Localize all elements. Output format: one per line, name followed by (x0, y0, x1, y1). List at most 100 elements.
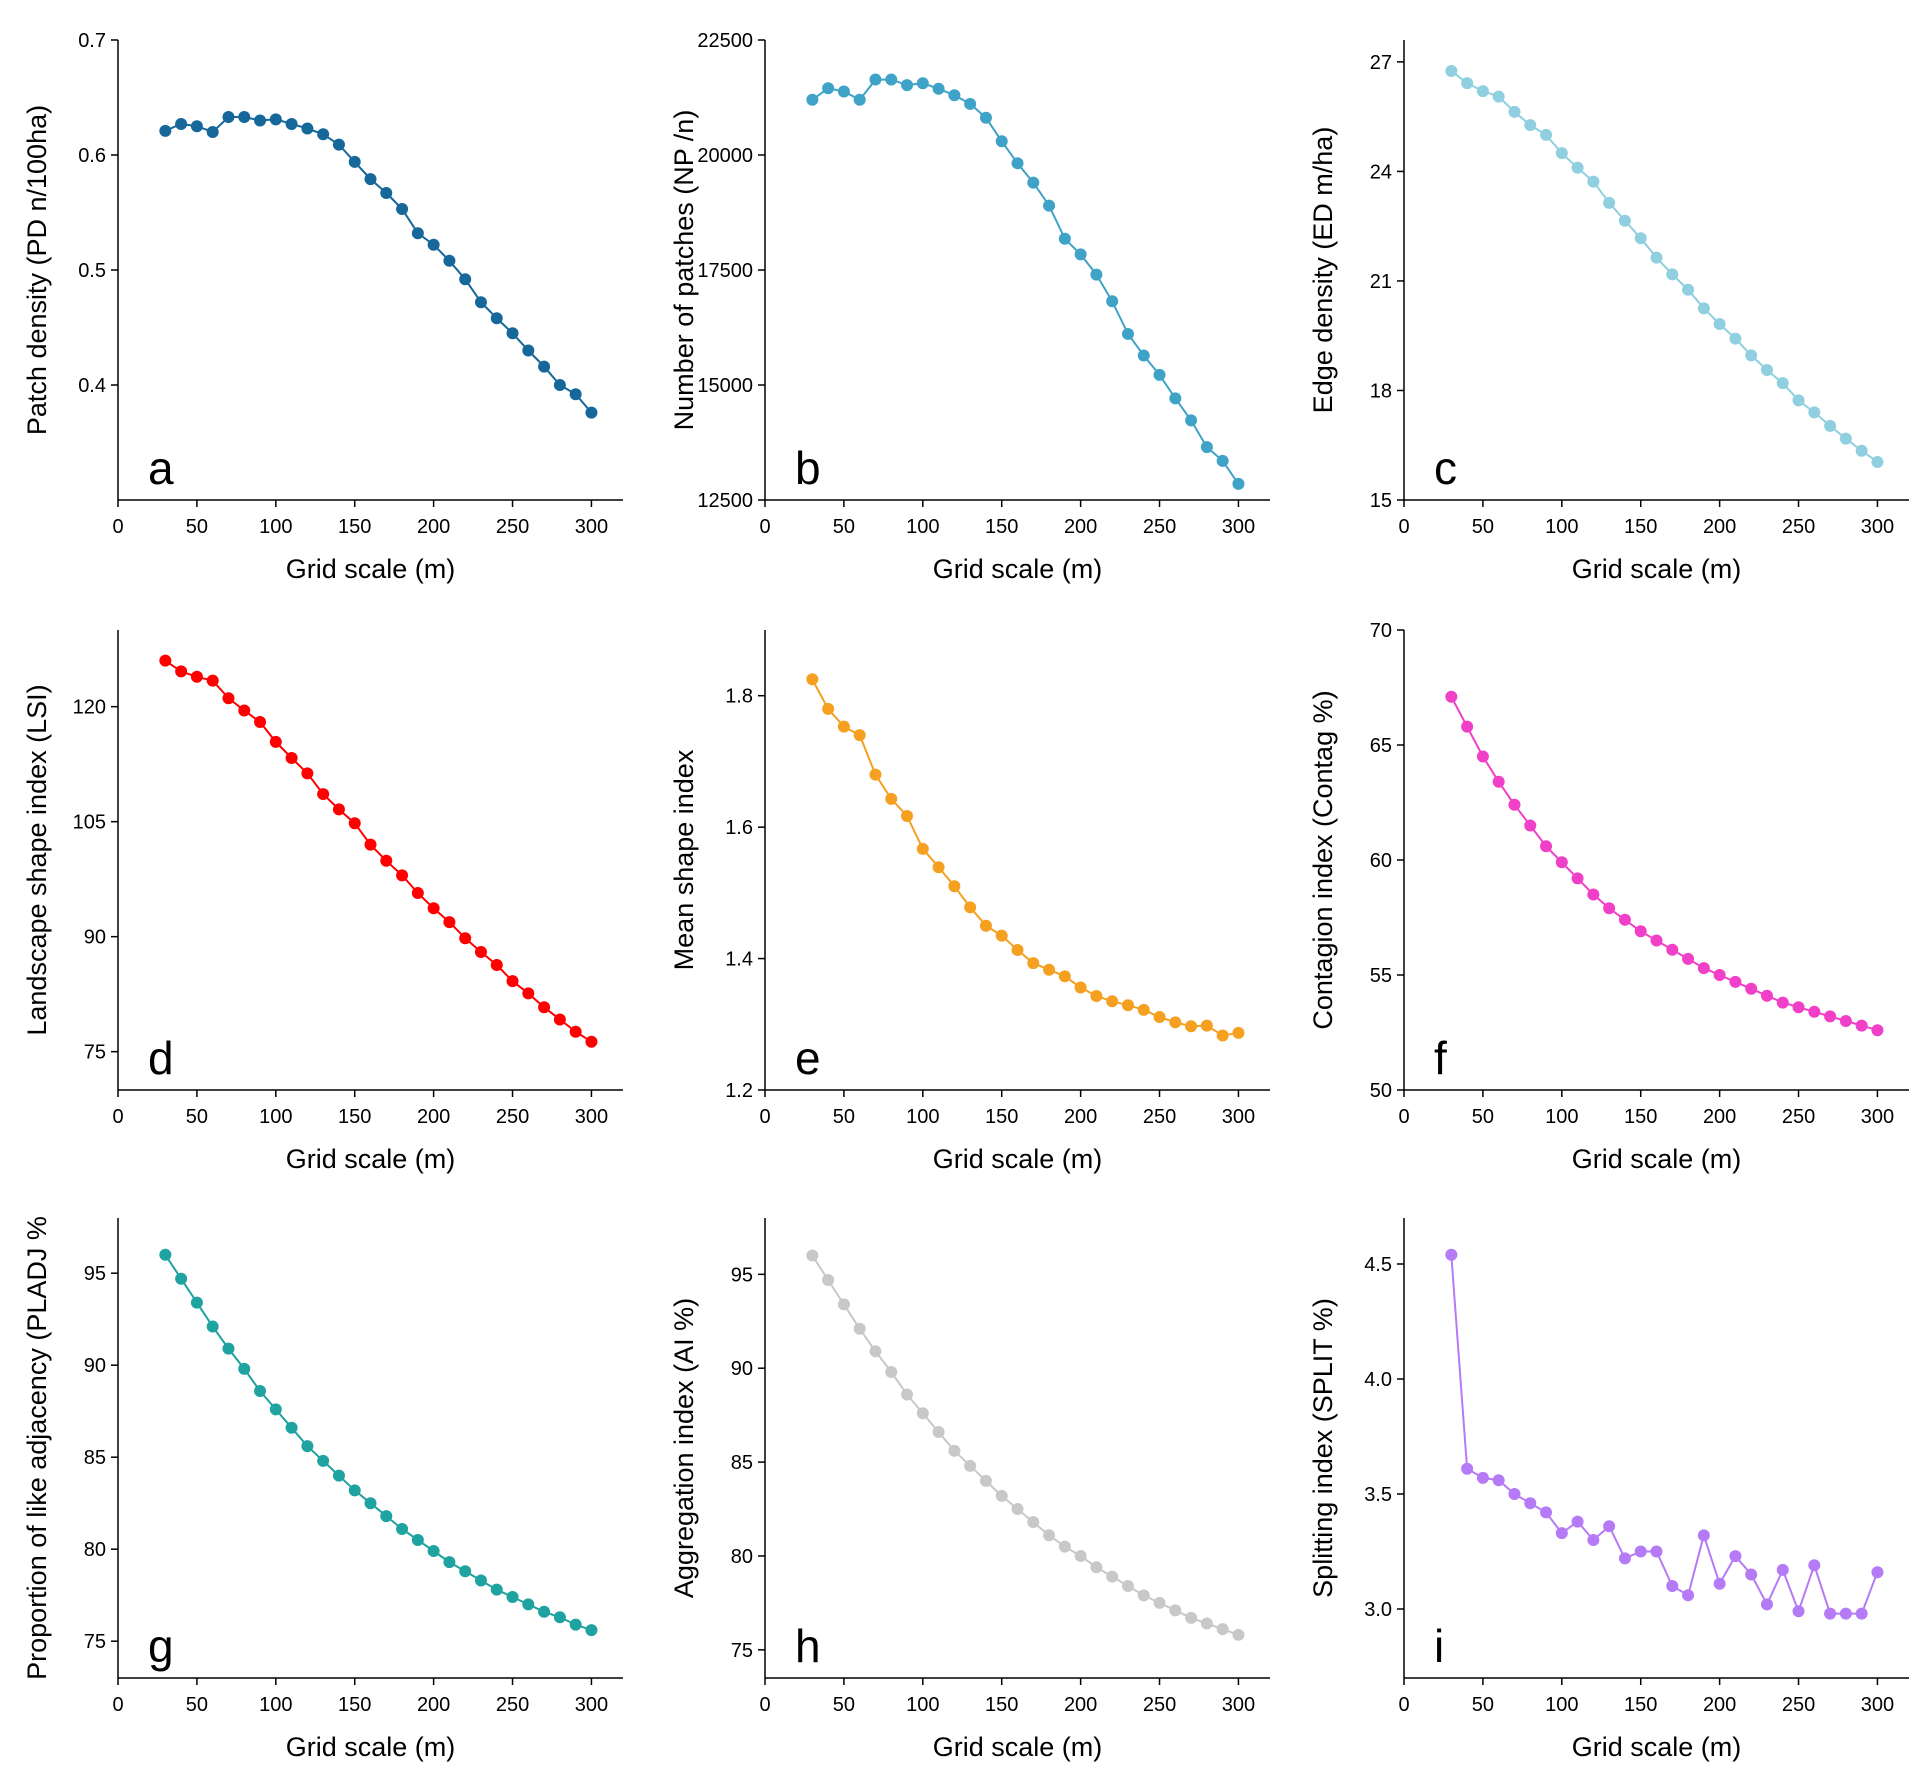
data-point (964, 1459, 977, 1472)
x-tick-label: 50 (1472, 1106, 1494, 1128)
x-tick-label: 150 (338, 1694, 371, 1716)
y-tick-label: 18 (1370, 380, 1392, 402)
series-line (1450, 1254, 1879, 1615)
panel-letter: b (795, 442, 821, 494)
panel-letter: a (148, 442, 174, 494)
data-point (269, 735, 282, 748)
data-point (1200, 441, 1213, 454)
data-point (1090, 990, 1103, 1003)
data-point (853, 93, 866, 106)
data-point (238, 1362, 251, 1375)
data-point (1792, 1605, 1805, 1618)
x-tick-label: 0 (1398, 516, 1409, 538)
data-point (1745, 349, 1758, 362)
data-point (1855, 444, 1868, 457)
x-tick-label: 200 (1064, 1694, 1097, 1716)
x-tick-label: 300 (575, 516, 608, 538)
y-tick-label: 3.0 (1364, 1599, 1392, 1621)
x-tick-label: 50 (186, 1694, 208, 1716)
data-point (869, 1345, 882, 1358)
x-tick-label: 100 (1545, 1106, 1578, 1128)
data-point (822, 702, 835, 715)
x-axis-title: Grid scale (m) (933, 1732, 1103, 1762)
series-line (164, 116, 593, 414)
x-tick-label: 300 (575, 1106, 608, 1128)
x-tick-label: 100 (906, 516, 939, 538)
data-point (1792, 1001, 1805, 1014)
data-point (1682, 1589, 1695, 1602)
data-point (175, 665, 188, 678)
data-point (995, 1489, 1008, 1502)
y-tick-label: 3.5 (1364, 1484, 1392, 1506)
y-tick-label: 1.6 (725, 817, 753, 839)
data-point (317, 1454, 330, 1467)
data-point (411, 886, 424, 899)
x-axis-title: Grid scale (m) (286, 554, 456, 584)
data-point (1492, 775, 1505, 788)
x-tick-label: 200 (1064, 516, 1097, 538)
x-axis-title: Grid scale (m) (933, 1144, 1103, 1174)
x-tick-label: 150 (338, 1106, 371, 1128)
x-tick-label: 50 (833, 1106, 855, 1128)
y-tick-label: 65 (1370, 735, 1392, 757)
x-tick-label: 300 (1222, 516, 1255, 538)
data-point (932, 82, 945, 95)
data-point (901, 79, 914, 92)
x-tick-label: 250 (496, 516, 529, 538)
data-point (1603, 902, 1616, 915)
data-point (1666, 268, 1679, 281)
panel-letter: d (148, 1032, 174, 1084)
panel-c: 0 50 100 150 200 250 300 15 18 21 24 27 Grid scale (… (1308, 40, 1909, 584)
data-point (1587, 175, 1600, 188)
data-point (538, 1605, 551, 1618)
data-point (490, 312, 503, 325)
data-point (1216, 1623, 1229, 1636)
data-point (301, 122, 314, 135)
data-point (1587, 1534, 1600, 1546)
data-point (364, 838, 377, 851)
data-point (1492, 1474, 1505, 1487)
data-point (1587, 888, 1600, 901)
data-point (1200, 1019, 1213, 1032)
x-tick-label: 250 (1143, 516, 1176, 538)
data-point (190, 670, 203, 683)
data-point (1697, 302, 1710, 315)
data-point (159, 124, 172, 137)
data-point (474, 296, 487, 309)
y-tick-label: 55 (1370, 965, 1392, 987)
y-tick-label: 85 (731, 1452, 753, 1474)
data-point (1682, 283, 1695, 296)
y-tick-label: 12500 (697, 490, 753, 512)
data-point (206, 1320, 219, 1333)
data-point (396, 1522, 409, 1535)
x-tick-label: 0 (112, 516, 123, 538)
data-point (1540, 128, 1553, 141)
x-tick-label: 0 (759, 1106, 770, 1128)
data-point (1634, 1545, 1647, 1558)
data-point (932, 861, 945, 874)
data-point (1445, 65, 1458, 78)
x-tick-label: 200 (1703, 1694, 1736, 1716)
data-point (301, 767, 314, 780)
data-point (1011, 1503, 1024, 1516)
data-point (1618, 1552, 1631, 1565)
x-tick-label: 150 (985, 1106, 1018, 1128)
x-axis-title: Grid scale (m) (286, 1144, 456, 1174)
x-tick-label: 250 (1143, 1694, 1176, 1716)
data-point (964, 97, 977, 110)
x-tick-label: 200 (1064, 1106, 1097, 1128)
data-point (254, 716, 267, 728)
data-point (901, 809, 914, 822)
y-tick-label: 27 (1370, 52, 1392, 74)
data-point (1713, 1577, 1726, 1590)
data-point (459, 1565, 472, 1578)
panel-h: 0 50 100 150 200 250 300 75 80 85 90 95 Grid scale (… (669, 1218, 1270, 1762)
data-point (1185, 1020, 1198, 1033)
data-point (1476, 1471, 1489, 1484)
y-tick-label: 22500 (697, 30, 753, 52)
data-point (1824, 1010, 1837, 1023)
x-tick-label: 100 (259, 516, 292, 538)
data-point (806, 93, 819, 106)
data-point (1011, 157, 1024, 170)
panel-letter: f (1434, 1032, 1447, 1084)
